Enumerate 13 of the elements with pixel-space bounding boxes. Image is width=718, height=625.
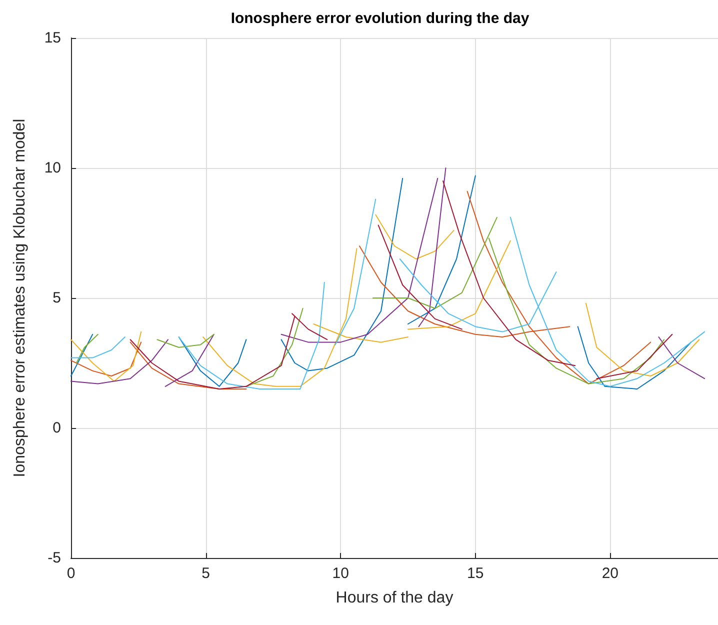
x-tick-label: 15	[467, 565, 484, 582]
y-tick-label: 15	[44, 30, 61, 46]
chart-title: Ionosphere error evolution during the day	[230, 10, 530, 27]
y-tick-label: 0	[52, 420, 61, 436]
y-tick-label: 10	[44, 160, 61, 176]
y-axis-title: Ionosphere error estimates using Klobuchar model	[12, 118, 28, 478]
x-tick-label: 5	[202, 565, 210, 582]
y-tick-label: -5	[48, 550, 61, 566]
x-tick-label: 0	[66, 565, 76, 582]
x-tick-label: 20	[602, 565, 619, 582]
x-axis-title: Hours of the day	[336, 590, 454, 606]
x-tick-label: 10	[332, 565, 349, 582]
y-tick-label: 5	[52, 290, 61, 306]
